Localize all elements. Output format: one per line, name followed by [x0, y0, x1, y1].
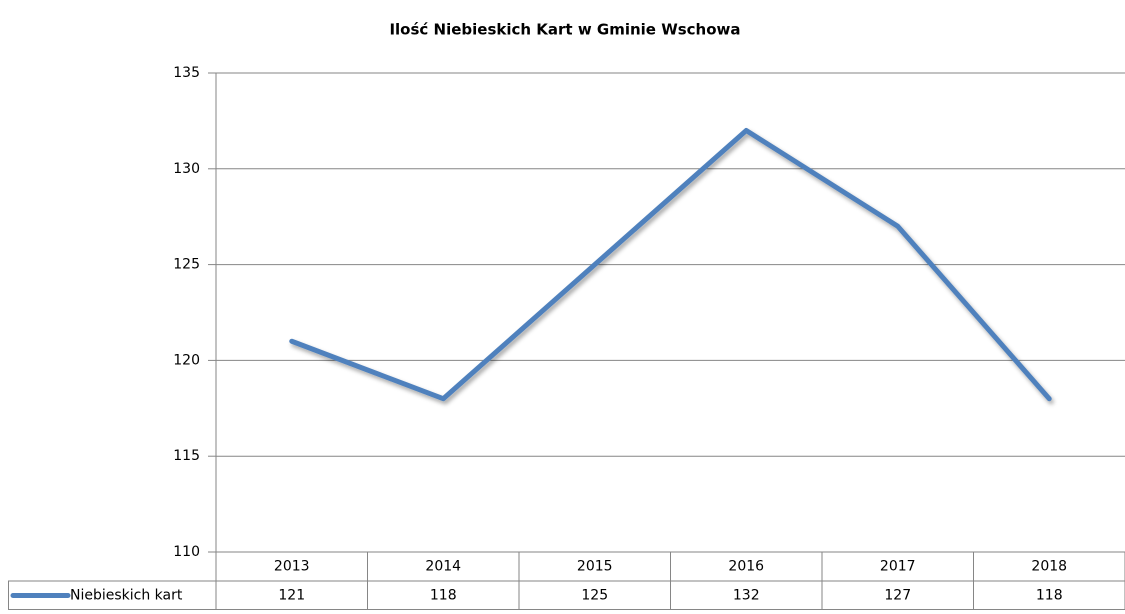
data-table-value: 118	[430, 588, 457, 604]
y-tick-label: 120	[173, 352, 200, 368]
x-tick-label: 2016	[728, 559, 764, 575]
x-tick-label: 2015	[577, 559, 613, 575]
y-tick-label: 110	[173, 544, 200, 560]
data-table-value: 118	[1036, 588, 1063, 604]
x-tick-label: 2017	[880, 559, 916, 575]
x-tick-label: 2013	[274, 559, 310, 575]
y-tick-label: 135	[173, 65, 200, 81]
series-line	[289, 127, 1052, 402]
chart-title: Ilość Niebieskich Kart w Gminie Wschowa	[389, 21, 740, 39]
y-tick-label: 115	[173, 448, 200, 464]
data-table-value: 125	[581, 588, 608, 604]
y-tick-label: 130	[173, 161, 200, 177]
x-tick-label: 2014	[425, 559, 461, 575]
data-table-value: 121	[278, 588, 305, 604]
y-tick-label: 125	[173, 257, 200, 273]
data-table-value: 127	[884, 588, 911, 604]
legend-label: Niebieskich kart	[70, 588, 183, 604]
x-tick-label: 2018	[1031, 559, 1067, 575]
data-table-value: 132	[733, 588, 760, 604]
